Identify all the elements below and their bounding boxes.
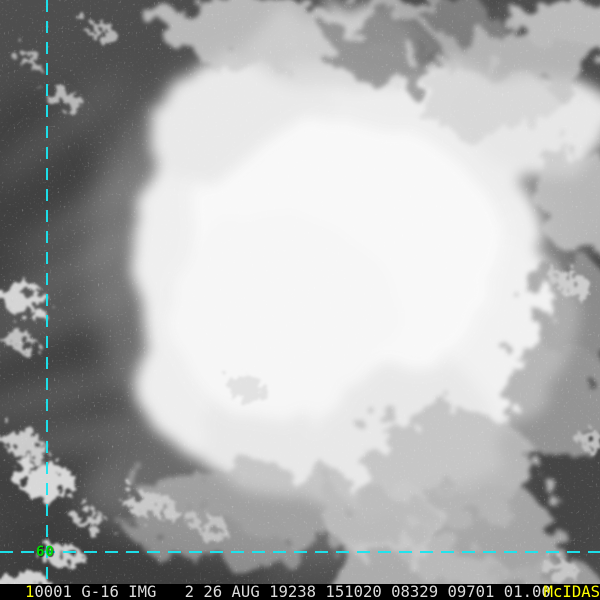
status-bar-text: 10001 G-16 IMG 2 26 AUG 19238 151020 083… — [25, 584, 551, 600]
mcidas-brand-label: McIDAS — [543, 583, 600, 600]
status-bar: 10001 G-16 IMG 2 26 AUG 19238 151020 083… — [0, 584, 600, 600]
longitude-gridline — [46, 0, 48, 584]
latitude-label: 60 — [36, 544, 55, 560]
image-info-text: 0001 G-16 IMG 2 26 AUG 19238 151020 0832… — [34, 583, 551, 600]
frame-number: 1 — [25, 583, 35, 600]
latitude-gridline — [0, 551, 600, 553]
